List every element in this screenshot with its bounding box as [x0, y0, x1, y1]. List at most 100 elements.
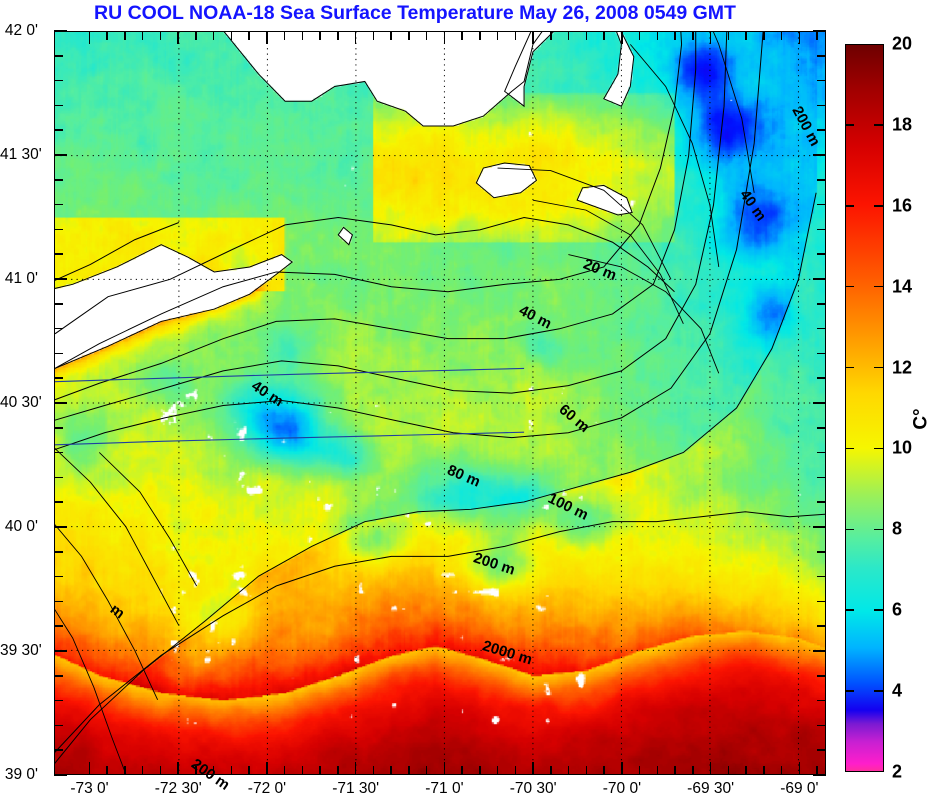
lon-tick [621, 31, 623, 44]
lon-tick [319, 766, 321, 775]
lat-tick [54, 575, 63, 578]
colorbar-tick-label: 2 [892, 761, 903, 782]
lon-tick [745, 766, 747, 775]
lon-tick [496, 31, 499, 40]
lon-tick [496, 766, 499, 775]
map-overlay-layer [55, 32, 825, 774]
map-path [497, 167, 672, 280]
colorbar-tick [874, 609, 883, 611]
lat-tick [54, 253, 63, 255]
lat-tick [817, 352, 826, 355]
lon-tick [514, 31, 517, 40]
lon-tick [816, 31, 818, 40]
lon-axis-label: -70 30' [509, 780, 557, 797]
lon-tick [408, 766, 410, 775]
lon-tick [195, 31, 197, 40]
map-path [55, 244, 294, 369]
lon-tick [106, 31, 108, 40]
lon-tick [319, 31, 321, 40]
lat-tick [54, 278, 67, 280]
lon-tick [479, 31, 481, 40]
lon-tick [603, 766, 605, 775]
colorbar-tick [845, 366, 854, 369]
lon-tick [266, 31, 268, 44]
lon-tick [727, 766, 730, 775]
lat-tick [54, 179, 63, 181]
lon-tick [780, 766, 783, 775]
lat-tick [817, 129, 826, 131]
colorbar-tick-label: 20 [892, 33, 913, 54]
lon-tick [124, 766, 126, 775]
lon-tick [177, 762, 179, 775]
lat-tick [54, 625, 63, 627]
colorbar-tick [845, 609, 854, 611]
lon-tick [283, 766, 286, 775]
map-path [55, 609, 127, 774]
lat-tick [54, 451, 63, 454]
lat-tick [54, 228, 63, 231]
lat-tick [54, 154, 67, 156]
lon-tick [195, 766, 197, 775]
lon-tick [585, 31, 588, 40]
lat-tick [54, 650, 67, 652]
colorbar-tick [874, 285, 883, 288]
lon-tick [124, 31, 126, 40]
lon-axis-label: -71 30' [332, 780, 380, 797]
lat-tick [817, 104, 826, 107]
lon-tick [390, 766, 392, 775]
colorbar-tick [874, 447, 883, 450]
lat-tick [54, 476, 63, 479]
lat-tick [817, 551, 826, 553]
map-path [55, 524, 159, 700]
lat-tick [817, 303, 826, 305]
lat-tick [54, 551, 63, 553]
lat-tick [54, 774, 67, 776]
lon-axis-label: -72 0' [247, 780, 287, 797]
lon-tick [656, 31, 659, 40]
lat-tick [54, 55, 63, 57]
lat-tick [817, 724, 826, 727]
lon-tick [88, 31, 91, 44]
lat-axis-label: 41 30' [0, 146, 42, 163]
lon-tick [354, 31, 357, 44]
colorbar-tick [874, 528, 883, 531]
lat-tick [813, 650, 826, 652]
lon-tick [550, 31, 552, 40]
map-path [504, 32, 635, 108]
lon-tick [461, 31, 463, 40]
lon-tick [550, 766, 552, 775]
lat-tick [54, 749, 63, 751]
lat-tick [54, 129, 63, 131]
lon-tick [106, 766, 108, 775]
lon-axis-label: -72 30' [154, 780, 202, 797]
lat-tick [54, 427, 63, 429]
lat-axis-label: 42 0' [4, 22, 38, 39]
lon-tick [88, 762, 91, 775]
colorbar-tick [874, 366, 883, 369]
lon-tick [408, 31, 410, 40]
map-path [475, 162, 538, 199]
lon-tick [674, 766, 676, 775]
lon-tick [230, 31, 233, 40]
lon-tick [603, 31, 605, 40]
map-path [223, 32, 543, 127]
lon-tick [390, 31, 392, 40]
map-path [98, 452, 198, 587]
lat-tick [813, 278, 826, 280]
lon-tick [301, 31, 304, 40]
lat-tick [817, 203, 826, 206]
lon-tick [638, 766, 641, 775]
lon-tick [514, 766, 517, 775]
map-plot-area[interactable] [54, 31, 826, 775]
lat-tick [817, 600, 826, 603]
lon-tick [479, 766, 481, 775]
lat-tick [817, 55, 826, 57]
lat-tick [817, 327, 826, 330]
lat-tick [54, 501, 63, 503]
colorbar-tick [874, 205, 883, 207]
lat-axis-label: 40 30' [0, 394, 42, 411]
lon-tick [425, 766, 428, 775]
lon-tick [798, 31, 801, 44]
lat-tick [54, 352, 63, 355]
lat-tick [54, 402, 67, 404]
